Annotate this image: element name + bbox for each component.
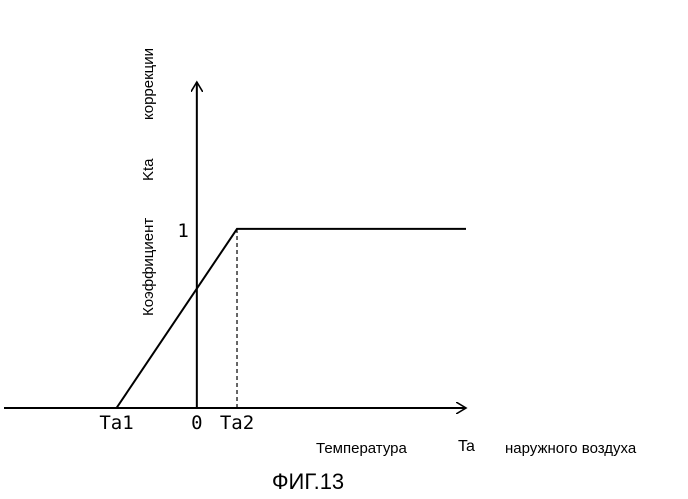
x-axis-label-symbol: Ta [458,438,475,455]
correction-curve [117,229,467,408]
x-tick-label-ta1: Ta1 [99,412,133,434]
x-axis-label-prefix: Температура [316,440,408,457]
figure-caption: ФИГ.13 [272,469,344,494]
x-tick-label-zero: 0 [191,412,202,434]
y-axis-label-suffix: коррекции [140,48,157,120]
x-tick-label-ta2: Ta2 [220,412,254,434]
x-axis-label-suffix: наружного воздуха [505,440,637,457]
y-tick-label-one: 1 [177,220,188,242]
y-axis-label-symbol: Kta [140,158,157,181]
y-axis-label-prefix: Коэффициент [140,218,157,316]
